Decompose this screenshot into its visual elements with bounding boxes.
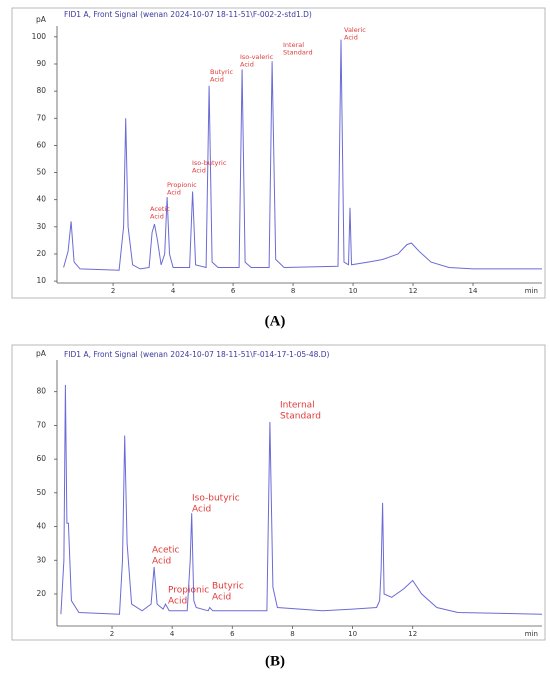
y-tick-label: 100	[32, 32, 47, 41]
x-tick-label: 6	[231, 287, 236, 295]
y-tick-label: 80	[36, 387, 46, 396]
signal-trace	[63, 39, 542, 271]
peak-label: Acetic	[150, 205, 170, 213]
x-tick-label: 14	[469, 287, 478, 295]
x-tick-label: 8	[291, 287, 295, 295]
y-tick-label: 50	[36, 168, 46, 177]
peak-label: Acid	[212, 593, 231, 603]
y-tick-label: 80	[36, 86, 46, 95]
peak-label: Interal	[283, 41, 304, 49]
x-tick-label: 8	[290, 630, 294, 638]
y-tick-label: 20	[36, 249, 46, 258]
y-tick-label: 20	[36, 589, 46, 598]
peak-label: Standard	[280, 412, 321, 422]
peak-label: Acid	[344, 34, 358, 42]
peak-label: Acid	[192, 167, 206, 175]
y-tick-label: 60	[36, 140, 46, 149]
chart-title: FID1 A, Front Signal (wenan 2024-10-07 1…	[64, 350, 330, 359]
y-tick-label: 70	[36, 420, 46, 429]
peak-label: Acid	[167, 189, 181, 197]
peak-label: Acid	[168, 597, 187, 607]
y-tick-label: 90	[36, 59, 46, 68]
peak-label: Butyric	[210, 68, 233, 76]
peak-label: Acid	[150, 213, 164, 221]
panel-frame	[11, 344, 546, 641]
peak-label: Butyric	[212, 582, 244, 592]
x-tick-label: 4	[170, 630, 175, 638]
x-tick-label: 2	[110, 630, 114, 638]
peak-label: Acid	[240, 61, 254, 69]
x-tick-label: 2	[111, 287, 115, 295]
y-axis-label: pA	[36, 349, 47, 358]
peak-label: Standard	[283, 49, 313, 57]
x-tick-label: 12	[409, 287, 418, 295]
x-axis-label: min	[525, 630, 538, 638]
x-tick-label: 6	[230, 630, 235, 638]
panel-caption: (A)	[265, 313, 286, 329]
x-tick-label: 12	[408, 630, 417, 638]
chart-title: FID1 A, Front Signal (wenan 2024-10-07 1…	[64, 10, 312, 19]
peak-label: Iso-butyric	[192, 494, 240, 504]
y-tick-label: 30	[36, 555, 46, 564]
y-tick-label: 30	[36, 222, 46, 231]
signal-trace	[60, 384, 543, 615]
y-tick-label: 60	[36, 454, 46, 463]
peak-label: Propionic	[168, 586, 209, 596]
peak-label: Propionic	[167, 181, 197, 189]
peak-label: Acid	[152, 557, 171, 567]
peak-label: Internal	[280, 401, 315, 411]
y-tick-label: 50	[36, 488, 46, 497]
peak-label: Iso-valeric	[240, 53, 274, 61]
x-axis-label: min	[525, 287, 538, 295]
y-tick-label: 10	[36, 276, 46, 285]
panel-frame	[11, 7, 546, 299]
y-tick-label: 70	[36, 113, 46, 122]
x-tick-label: 4	[171, 287, 176, 295]
y-tick-label: 40	[36, 195, 46, 204]
peak-label: Acid	[192, 505, 211, 515]
x-tick-label: 10	[349, 287, 358, 295]
peak-label: Iso-butyric	[192, 159, 227, 167]
peak-label: Valeric	[344, 26, 366, 34]
y-tick-label: 40	[36, 522, 46, 531]
peak-label: Acid	[210, 76, 224, 84]
x-tick-label: 10	[348, 630, 357, 638]
panel-caption: (B)	[265, 653, 285, 669]
y-axis-label: pA	[36, 15, 47, 24]
peak-label: Acetic	[152, 546, 180, 556]
